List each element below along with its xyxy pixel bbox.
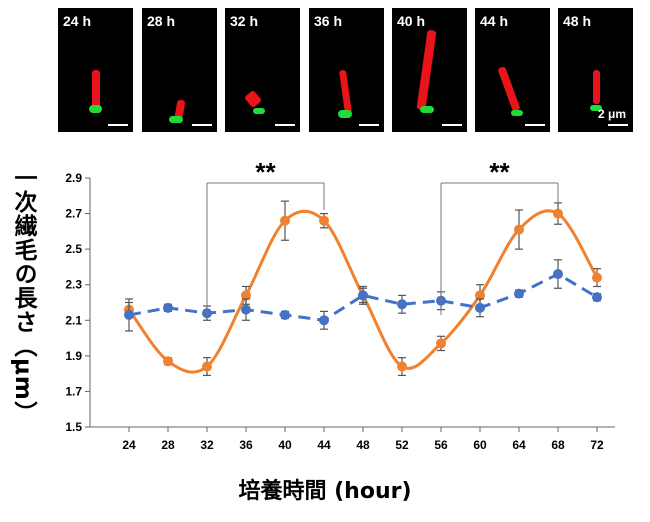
y-tick-label: 1.9	[65, 349, 82, 363]
scale-bar	[525, 124, 545, 126]
cilium-red-stain	[497, 66, 521, 112]
y-axis-label-text: 一次繊毛の長さ（μm）	[10, 165, 36, 425]
micrograph-panel: 28 h	[142, 8, 217, 132]
data-point-orange	[163, 356, 173, 367]
data-point-blue	[514, 288, 524, 299]
basal-body-green-stain	[338, 110, 352, 118]
panel-time-label: 36 h	[314, 13, 343, 29]
panel-time-label: 40 h	[397, 13, 426, 29]
microscopy-panels: 24 h 28 h 32 h 36 h 40 h 44 h 48 h 2 μm	[0, 0, 650, 135]
data-point-blue	[280, 309, 290, 320]
scale-bar	[275, 124, 295, 126]
x-tick-label: 28	[161, 438, 175, 452]
scale-bar-label: 2 μm	[598, 107, 627, 121]
micrograph-panel: 24 h	[58, 8, 133, 132]
scale-bar	[192, 124, 212, 126]
data-point-orange	[592, 272, 602, 283]
data-point-orange	[553, 208, 563, 219]
x-axis-label: 培養時間 (hour)	[238, 479, 412, 504]
data-point-blue	[124, 309, 134, 320]
cilium-red-stain	[416, 29, 437, 111]
data-point-orange	[202, 361, 212, 372]
scale-bar	[442, 124, 462, 126]
data-point-orange	[280, 215, 290, 226]
x-tick-label: 24	[122, 438, 136, 452]
y-tick-label: 1.5	[65, 420, 82, 434]
scale-bar	[359, 124, 379, 126]
x-tick-label: 52	[395, 438, 409, 452]
panel-time-label: 28 h	[147, 13, 176, 29]
x-tick-label: 48	[356, 438, 370, 452]
panel-time-label: 48 h	[563, 13, 592, 29]
micrograph-panel: 32 h	[225, 8, 300, 132]
scale-bar	[608, 124, 628, 126]
x-tick-label: 36	[239, 438, 253, 452]
scale-bar	[108, 124, 128, 126]
x-tick-label: 56	[434, 438, 448, 452]
data-point-blue	[475, 302, 485, 313]
micrograph-panel: 40 h	[392, 8, 467, 132]
y-tick-label: 2.3	[65, 278, 82, 292]
micrograph-panel: 44 h	[475, 8, 550, 132]
basal-body-green-stain	[253, 108, 265, 114]
y-axis-label: 一次繊毛の長さ（μm）	[8, 160, 38, 430]
basal-body-green-stain	[169, 116, 183, 123]
panel-time-label: 32 h	[230, 13, 259, 29]
data-point-orange	[241, 290, 251, 301]
data-point-orange	[514, 224, 524, 235]
x-tick-label: 64	[512, 438, 526, 452]
y-tick-label: 1.7	[65, 384, 82, 398]
data-point-blue	[553, 269, 563, 280]
panel-time-label: 44 h	[480, 13, 509, 29]
data-point-blue	[319, 315, 329, 326]
basal-body-green-stain	[420, 106, 434, 113]
x-tick-label: 32	[200, 438, 214, 452]
y-tick-label: 2.7	[65, 207, 82, 221]
data-point-orange	[436, 338, 446, 349]
y-tick-label: 2.9	[65, 171, 82, 185]
line-chart: 1.5 1.7 1.9 2.1 2.3 2.5 2.7 2.9 24 28 32 36 40 44 48 52…	[65, 157, 615, 452]
x-tick-label: 60	[473, 438, 487, 452]
data-point-blue	[163, 302, 173, 313]
data-point-blue	[592, 292, 602, 303]
y-tick-label: 2.5	[65, 242, 82, 256]
y-tick-label: 2.1	[65, 313, 82, 327]
basal-body-green-stain	[89, 105, 102, 113]
micrograph-panel: 36 h	[309, 8, 384, 132]
data-point-orange	[475, 290, 485, 301]
basal-body-green-stain	[511, 110, 523, 116]
x-tick-label: 44	[317, 438, 331, 452]
panel-time-label: 24 h	[63, 13, 92, 29]
cilium-red-stain	[243, 89, 263, 109]
x-tick-label: 68	[551, 438, 565, 452]
data-point-orange	[397, 361, 407, 372]
significance-marker: **	[255, 157, 276, 187]
data-point-blue	[241, 304, 251, 315]
micrograph-panel: 48 h 2 μm	[558, 8, 633, 132]
basal-body-green-stain	[590, 105, 602, 111]
cilium-red-stain	[338, 69, 353, 115]
cilium-red-stain	[92, 70, 100, 108]
data-point-blue	[358, 290, 368, 301]
data-point-orange	[319, 215, 329, 226]
cilium-red-stain	[593, 70, 600, 104]
x-tick-label: 72	[590, 438, 604, 452]
x-tick-label: 40	[278, 438, 292, 452]
significance-marker: **	[489, 157, 510, 187]
data-point-blue	[397, 299, 407, 310]
